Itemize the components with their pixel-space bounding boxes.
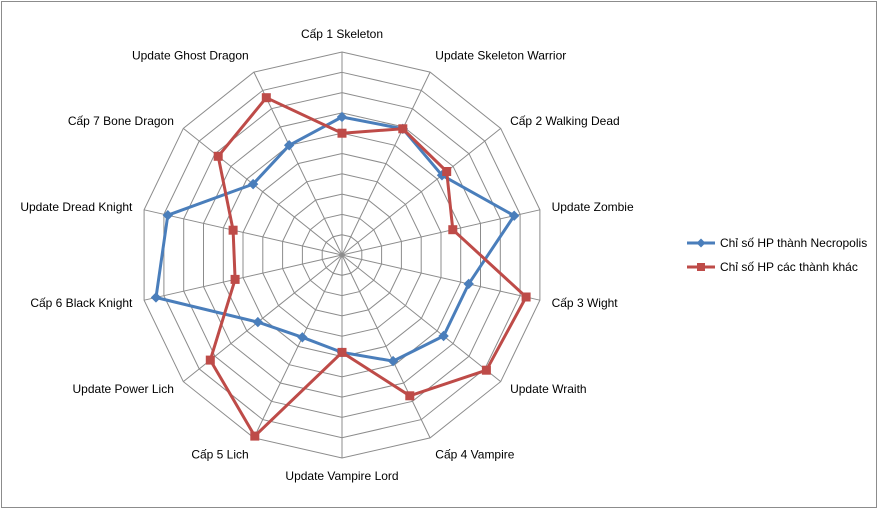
- spoke: [143, 209, 343, 256]
- series-point: [448, 225, 458, 235]
- category-label: Update Wraith: [510, 382, 586, 396]
- series-point: [442, 167, 452, 176]
- series-point: [297, 332, 308, 343]
- series-point: [398, 124, 408, 134]
- series-point: [250, 431, 260, 441]
- series-point: [508, 210, 520, 221]
- spoke: [341, 254, 502, 382]
- spoke: [253, 71, 343, 256]
- series-point: [337, 347, 347, 357]
- series-point: [481, 365, 491, 375]
- series-point: [213, 151, 223, 161]
- category-label: Cấp 5 Lich: [191, 448, 248, 462]
- legend-label: Chỉ số HP các thành khác: [720, 260, 858, 274]
- series-point: [463, 278, 474, 290]
- series-point: [150, 292, 162, 303]
- spoke: [253, 254, 343, 439]
- series-point: [438, 330, 449, 342]
- legend-marker: [696, 238, 706, 248]
- series-point: [162, 210, 174, 221]
- category-label: Cấp 1 Skeleton: [301, 27, 383, 41]
- legend-item: Chỉ số HP các thành khác: [687, 260, 858, 274]
- spoke: [143, 254, 343, 301]
- category-label: Update Vampire Lord: [285, 469, 398, 483]
- series-point: [337, 128, 347, 138]
- spoke: [341, 254, 541, 301]
- legend-label: Chỉ số HP thành Necropolis: [720, 236, 867, 250]
- category-label: Cấp 3 Wight: [552, 296, 619, 310]
- series-point: [252, 316, 264, 328]
- series-point: [336, 111, 348, 123]
- series-point: [228, 225, 238, 235]
- series-point: [521, 292, 531, 302]
- legend-item: Chỉ số HP thành Necropolis: [687, 236, 867, 250]
- category-label: Update Skeleton Warrior: [435, 48, 566, 62]
- legend: Chỉ số HP thành Necropolis Chỉ số HP các …: [687, 236, 867, 274]
- spoke: [341, 71, 431, 256]
- spoke: [341, 128, 502, 256]
- category-label: Cấp 7 Bone Dragon: [68, 114, 174, 128]
- category-label: Cấp 6 Black Knight: [30, 296, 133, 310]
- series-point: [205, 355, 215, 365]
- category-label: Update Dread Knight: [20, 200, 133, 214]
- series-point: [230, 274, 240, 284]
- series-point: [387, 355, 399, 367]
- series-point: [247, 178, 259, 190]
- category-labels: Cấp 1 Skeleton Update Skeleton Warrior Cấp…: [20, 27, 634, 483]
- spoke: [341, 254, 431, 439]
- series-layer: [150, 93, 531, 441]
- category-label: Cấp 4 Vampire: [435, 448, 514, 462]
- category-label: Cấp 2 Walking Dead: [510, 114, 620, 128]
- series-point: [283, 140, 295, 151]
- category-label: Update Ghost Dragon: [132, 48, 249, 62]
- series-2: [205, 93, 531, 441]
- category-label: Update Power Lich: [73, 382, 174, 396]
- category-label: Update Zombie: [552, 200, 634, 214]
- spoke: [341, 209, 541, 256]
- series-point: [405, 391, 415, 401]
- spoke: [182, 128, 343, 256]
- legend-marker: [697, 263, 705, 271]
- series-point: [261, 93, 271, 103]
